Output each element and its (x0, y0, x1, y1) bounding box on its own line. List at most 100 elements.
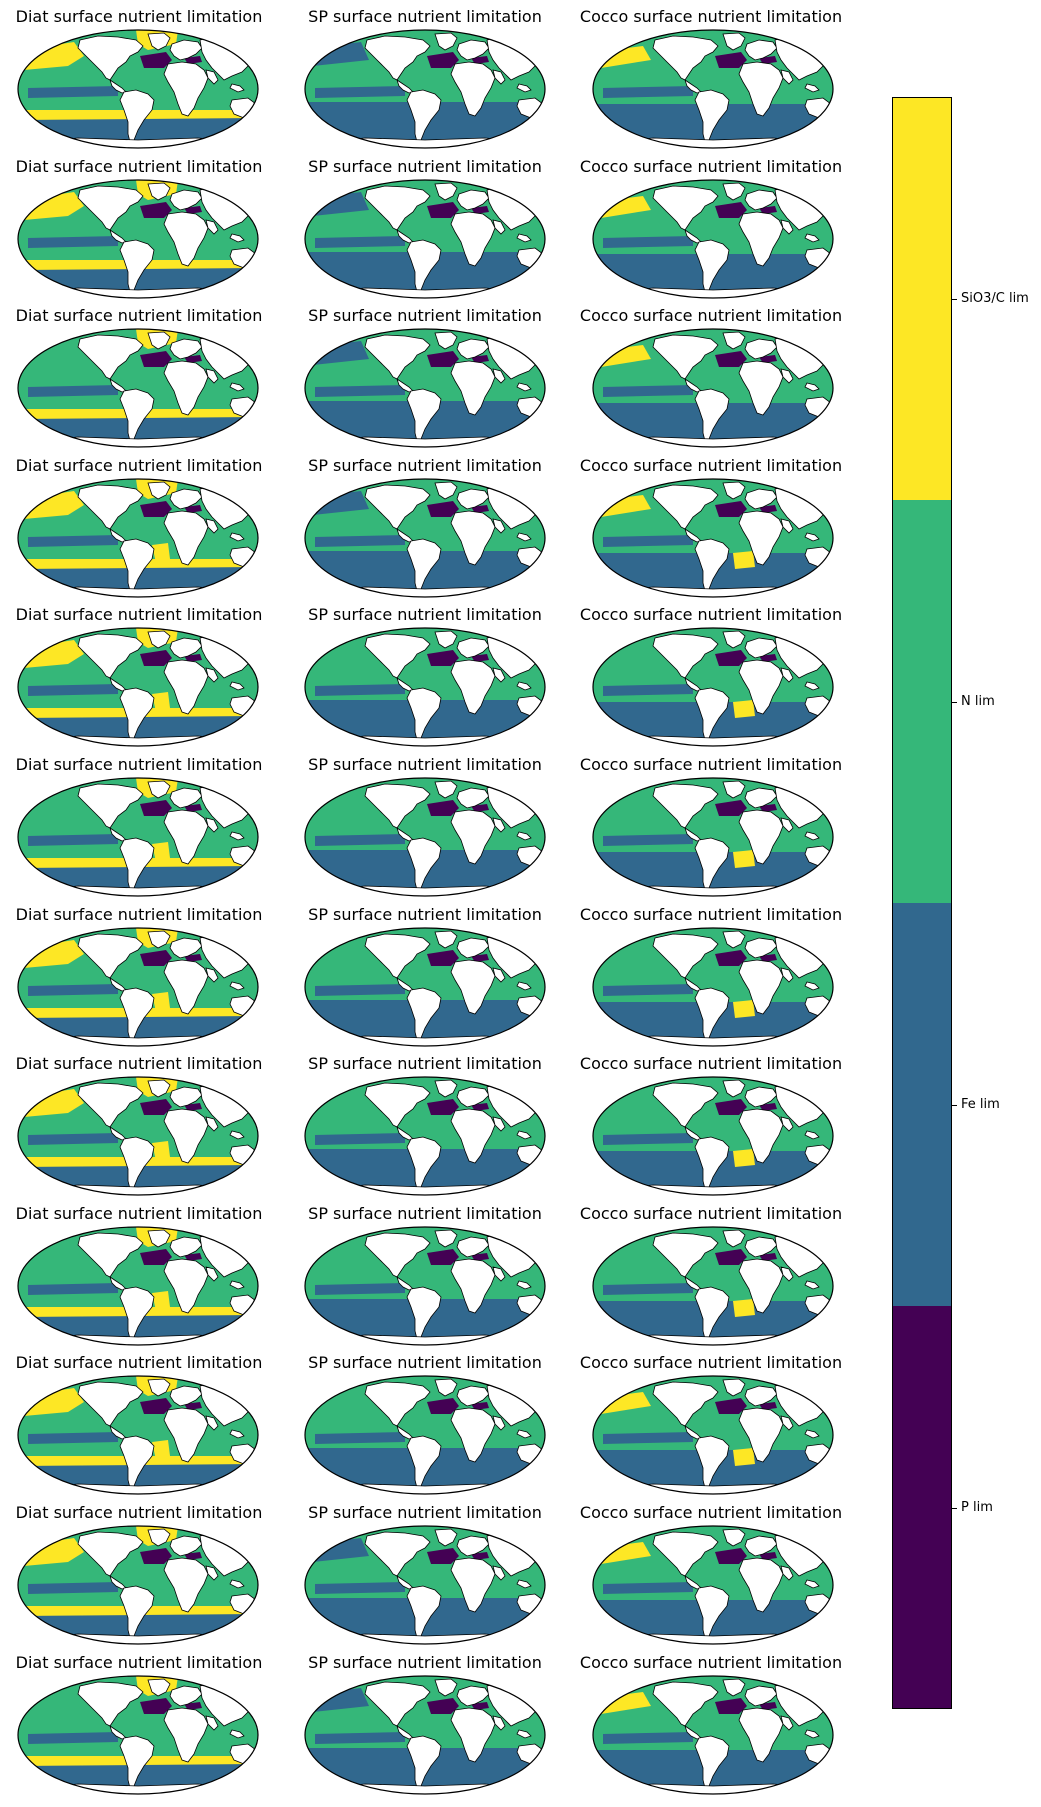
land-mass (119, 388, 155, 442)
ocean-region (28, 1731, 118, 1744)
land-mass (147, 182, 171, 201)
limitation-map (17, 1076, 259, 1196)
land-mass (492, 1266, 506, 1282)
land-mass (77, 1381, 144, 1427)
map-outline (592, 29, 834, 149)
ocean-region (140, 1248, 172, 1265)
land-mass (364, 1531, 431, 1577)
land-mass (163, 510, 209, 566)
land-mass (406, 388, 442, 442)
land-mass (516, 1579, 532, 1589)
land-mass (77, 35, 144, 81)
map-outline (17, 1674, 259, 1795)
ocean-region (427, 351, 459, 368)
land-mass (780, 817, 794, 833)
land-mass (722, 1678, 746, 1697)
land-mass (406, 1585, 442, 1639)
land-mass (147, 32, 171, 51)
ocean-region (715, 500, 747, 517)
land-mass (119, 89, 155, 143)
ocean-region (152, 842, 170, 862)
land-mass (169, 338, 203, 360)
colorbar-tick (952, 701, 957, 703)
land-mass (780, 368, 794, 384)
panel-title: SP surface nutrient limitation (308, 306, 542, 326)
colorbar-label: N lim (961, 693, 995, 709)
land-mass (694, 388, 730, 442)
land-mass (804, 532, 820, 542)
panel-title: Diat surface nutrient limitation (15, 1203, 263, 1223)
ocean-region (715, 949, 747, 966)
land-mass (147, 780, 171, 799)
land-mass (516, 1729, 532, 1739)
land-mass (694, 687, 730, 741)
land-mass (169, 39, 203, 61)
ocean-region (427, 1697, 459, 1714)
ocean-region (603, 834, 693, 846)
ocean-region (28, 1432, 118, 1445)
land-mass (364, 1681, 431, 1727)
land-mass (804, 83, 820, 93)
land-mass (744, 1236, 778, 1258)
land-mass (804, 233, 820, 243)
land-mass (744, 637, 778, 659)
map-outline (592, 1226, 834, 1346)
ocean-region (603, 1282, 693, 1295)
colorbar-label: P lim (961, 1499, 993, 1515)
ocean-region (315, 1731, 405, 1744)
map-outline (592, 777, 834, 897)
land-mass (434, 331, 458, 350)
land-mass (780, 1565, 794, 1581)
ocean-region (603, 1432, 693, 1445)
panel-title: Diat surface nutrient limitation (15, 156, 263, 176)
land-mass (406, 1136, 442, 1190)
land-mass (744, 1086, 778, 1108)
land-mass (364, 1082, 431, 1128)
colorbar-segment (892, 1306, 952, 1709)
land-mass (738, 1557, 784, 1613)
land-mass (516, 1280, 532, 1290)
land-mass (744, 937, 778, 959)
land-mass (780, 219, 794, 235)
panel-title: Cocco surface nutrient limitation (579, 7, 843, 26)
panel-title: SP surface nutrient limitation (308, 1054, 542, 1074)
limitation-map (17, 1375, 259, 1495)
land-mass (804, 1280, 820, 1290)
map-outline (304, 178, 546, 299)
limitation-map (17, 1674, 259, 1795)
panel-title: Diat surface nutrient limitation (15, 7, 263, 26)
limitation-map (17, 1226, 259, 1346)
land-mass (434, 1378, 458, 1397)
map-outline (304, 1674, 546, 1795)
land-mass (652, 334, 719, 380)
land-mass (406, 1435, 442, 1489)
ocean-region (733, 1298, 755, 1317)
land-mass (492, 368, 506, 384)
land-mass (163, 1407, 209, 1463)
ocean-region (28, 86, 118, 98)
land-mass (780, 518, 794, 534)
land-mass (450, 211, 496, 267)
ocean-region (315, 86, 405, 98)
ocean-region (28, 235, 118, 248)
ocean-region (315, 534, 405, 547)
map-outline (304, 627, 546, 747)
land-mass (364, 185, 431, 231)
map-outline (17, 1525, 259, 1645)
ocean-region (28, 1582, 118, 1594)
land-mass (694, 1735, 730, 1789)
land-mass (163, 1557, 209, 1613)
land-mass (406, 1735, 442, 1789)
ocean-region (140, 52, 172, 68)
limitation-map (304, 29, 546, 149)
ocean-region (152, 692, 170, 713)
ocean-region (715, 1248, 747, 1265)
land-mass (492, 817, 506, 833)
land-mass (744, 189, 778, 211)
map-outline (304, 926, 546, 1047)
land-mass (694, 1136, 730, 1190)
land-mass (77, 933, 144, 979)
land-mass (744, 1685, 778, 1707)
land-mass (780, 1116, 794, 1132)
panel-title: Cocco surface nutrient limitation (579, 1652, 843, 1672)
